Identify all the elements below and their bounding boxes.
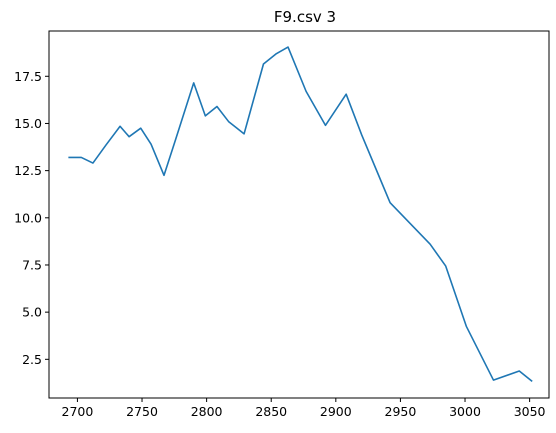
x-axis: 2700 2750 2800 2850 2900 2950 3000 3050 (62, 398, 546, 419)
plot-area (68, 46, 533, 383)
x-tick-label: 2850 (255, 404, 287, 419)
x-tick-label: 2750 (126, 404, 158, 419)
x-tick-label: 3050 (514, 404, 546, 419)
x-tick-label: 2700 (62, 404, 94, 419)
y-tick-label: 7.5 (22, 257, 42, 272)
y-tick-label: 10.0 (14, 210, 42, 225)
series-line-0 (68, 46, 533, 383)
x-tick-label: 2950 (385, 404, 417, 419)
y-tick-label: 12.5 (14, 163, 42, 178)
y-tick-label: 15.0 (14, 116, 42, 131)
plot-frame (48, 30, 550, 399)
chart-title: F9.csv 3 (274, 8, 336, 26)
x-tick-label: 2900 (320, 404, 352, 419)
y-tick-label: 5.0 (22, 305, 42, 320)
x-tick-label: 3000 (449, 404, 481, 419)
y-tick-label: 2.5 (22, 352, 42, 367)
y-axis: 2.5 5.0 7.5 10.0 12.5 15.0 17.5 (14, 69, 49, 367)
y-tick-label: 17.5 (14, 69, 42, 84)
x-tick-label: 2800 (191, 404, 223, 419)
